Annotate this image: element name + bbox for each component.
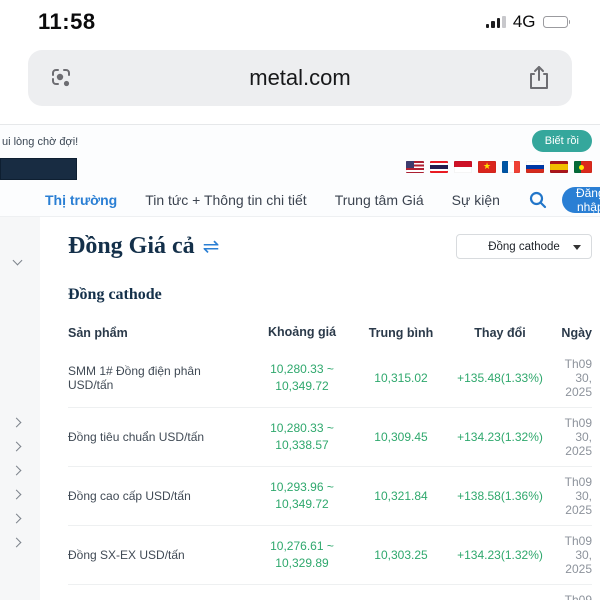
col-header-average: Trung bình <box>368 325 434 340</box>
notice-message: ui lòng chờ đợi! <box>2 136 79 148</box>
swap-icon[interactable]: ⇌ <box>202 235 220 258</box>
flag-id-icon[interactable] <box>454 161 472 173</box>
change-cell: +134.23(1.32%) <box>457 548 543 562</box>
url-text[interactable]: metal.com <box>249 65 351 90</box>
date-cell: Th09 30, 2025 <box>564 534 592 576</box>
average-cell: 10,303.25 <box>374 548 428 562</box>
chevron-right-icon[interactable] <box>11 537 22 548</box>
table-header-row: Sản phẩm Khoảng giá Trung bình Thay đổi … <box>68 318 592 349</box>
battery-icon <box>542 16 570 28</box>
flag-th-icon[interactable] <box>430 161 448 173</box>
rail-expanders <box>11 417 22 548</box>
average-cell: 10,321.84 <box>374 489 428 503</box>
search-icon[interactable] <box>528 190 548 210</box>
nav-item-price-center[interactable]: Trung tâm Giá <box>334 192 424 208</box>
flag-fr-icon[interactable] <box>502 161 520 173</box>
share-icon[interactable] <box>524 63 554 93</box>
flag-es-icon[interactable] <box>550 161 568 173</box>
content-area: Đồng Giá cả ⇌ Đồng cathode Đồng cathode … <box>0 217 600 600</box>
flag-ru-icon[interactable] <box>526 161 544 173</box>
language-flags <box>406 161 592 173</box>
address-bar[interactable]: metal.com <box>28 50 572 106</box>
average-cell: 10,315.02 <box>374 371 428 385</box>
chrome-page-divider <box>0 112 600 125</box>
selected-metal-label: Đồng cathode <box>488 240 560 253</box>
lens-camera-icon[interactable] <box>46 63 76 93</box>
site-logo[interactable] <box>0 158 77 180</box>
table-row[interactable]: SMM 1# Đồng điện phân USD/tấn 10,280.33 … <box>68 349 592 407</box>
flag-pt-icon[interactable] <box>574 161 592 173</box>
section-title: Đồng cathode <box>68 286 162 303</box>
side-rail <box>0 217 40 600</box>
chevron-right-icon[interactable] <box>11 513 22 524</box>
average-cell: 10,309.45 <box>374 430 428 444</box>
nav-item-events[interactable]: Sự kiện <box>451 192 500 208</box>
product-cell: SMM 1# Đồng điện phân USD/tấn <box>68 364 201 392</box>
range-cell: 10,295.2 ~ 10,350.96 <box>246 597 358 600</box>
change-cell: +134.23(1.32%) <box>457 430 543 444</box>
site-nav: Thị trường Tin tức + Thông tin chi tiết … <box>0 184 600 217</box>
caret-down-icon <box>573 245 581 250</box>
table-row[interactable]: Đồng SX-EX USD/tấn 10,276.61 ~10,329.89 … <box>68 525 592 584</box>
date-cell: Th09 30, 2025 <box>564 475 592 517</box>
range-cell: 10,293.96 ~10,349.72 <box>270 480 334 511</box>
notice-bar: ui lòng chờ đợi! Biết rồi <box>0 125 600 158</box>
col-header-change: Thay đổi <box>474 325 526 340</box>
chevron-right-icon[interactable] <box>11 465 22 476</box>
main-panel: Đồng Giá cả ⇌ Đồng cathode Đồng cathode … <box>40 217 600 600</box>
network-type-label: 4G <box>512 12 536 31</box>
product-cell: Đồng cao cấp USD/tấn <box>68 489 191 503</box>
product-cell: Đồng SX-EX USD/tấn <box>68 548 185 562</box>
col-header-product: Sản phẩm <box>68 325 128 340</box>
table-row[interactable]: Đồng cao cấp USD/tấn 10,293.96 ~10,349.7… <box>68 466 592 525</box>
collapse-chevron-down-icon[interactable] <box>12 251 23 269</box>
login-button[interactable]: Đăng nhập <box>561 186 600 214</box>
dismiss-notice-button[interactable]: Biết rồi <box>531 130 592 152</box>
metal-select-dropdown[interactable]: Đồng cathode <box>456 234 592 259</box>
range-cell: 10,276.61 ~10,329.89 <box>270 539 334 570</box>
title-row: Đồng Giá cả ⇌ Đồng cathode <box>68 233 592 260</box>
status-bar: 11:58 4G <box>0 0 600 44</box>
page-title: Đồng Giá cả <box>68 233 195 259</box>
chevron-right-icon[interactable] <box>11 441 22 452</box>
table-row[interactable]: Đồng Quý Tây USD/tấn 10,295.2 ~ 10,350.9… <box>68 584 592 600</box>
table-row[interactable]: Đồng tiêu chuẩn USD/tấn 10,280.33 ~10,33… <box>68 407 592 466</box>
browser-chrome: metal.com <box>0 44 600 112</box>
chevron-right-icon[interactable] <box>11 489 22 500</box>
date-cell: Th09 30, 2025 <box>564 416 592 458</box>
date-cell: Th09 30, 2025 <box>564 357 592 399</box>
brand-row <box>0 158 600 184</box>
chevron-right-icon[interactable] <box>11 417 22 428</box>
price-table: Sản phẩm Khoảng giá Trung bình Thay đổi … <box>68 318 592 600</box>
change-cell: +138.58(1.36%) <box>457 489 543 503</box>
clock: 11:58 <box>38 9 96 34</box>
status-indicators: 4G <box>485 12 570 32</box>
col-header-range: Khoảng giá <box>267 325 337 339</box>
range-cell: 10,280.33 ~10,349.72 <box>270 362 334 393</box>
product-cell: Đồng tiêu chuẩn USD/tấn <box>68 430 205 444</box>
nav-item-news[interactable]: Tin tức + Thông tin chi tiết <box>145 192 307 208</box>
range-cell: 10,280.33 ~10,338.57 <box>270 421 334 452</box>
page-header-area: ui lòng chờ đợi! Biết rồi <box>0 125 600 184</box>
col-header-date: Ngày <box>561 325 592 340</box>
flag-vn-icon[interactable] <box>478 161 496 173</box>
table-rows: SMM 1# Đồng điện phân USD/tấn 10,280.33 … <box>68 349 592 600</box>
flag-us-icon[interactable] <box>406 161 424 173</box>
nav-item-market[interactable]: Thị trường <box>45 192 118 208</box>
cellular-signal-icon <box>485 16 506 28</box>
date-cell: Th09 30, 2025 <box>564 593 592 600</box>
change-cell: +135.48(1.33%) <box>457 371 543 385</box>
